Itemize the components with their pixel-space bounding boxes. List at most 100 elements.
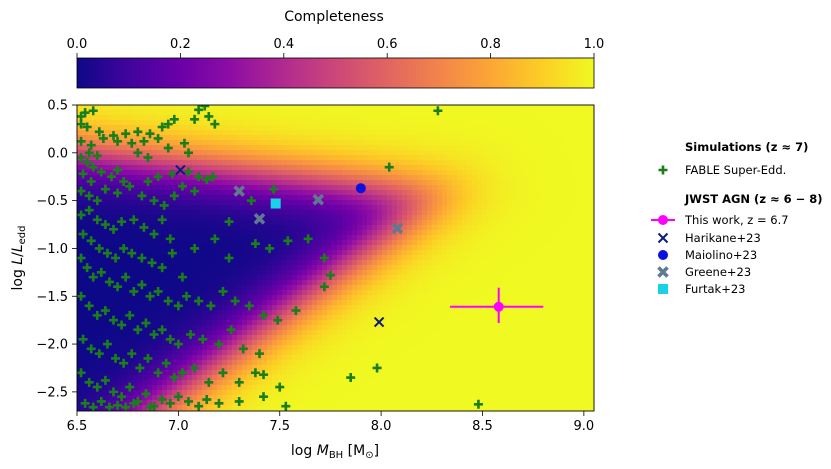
heatmap-cell <box>187 315 193 321</box>
heatmap-cell <box>162 385 168 391</box>
heatmap-cell <box>172 155 178 161</box>
heatmap-cell <box>142 360 148 366</box>
heatmap-cell <box>347 110 353 116</box>
heatmap-cell <box>167 385 173 391</box>
heatmap-cell <box>457 235 463 241</box>
heatmap-cell <box>457 205 463 211</box>
heatmap-cell <box>392 170 398 176</box>
heatmap-cell <box>472 180 478 186</box>
heatmap-cell <box>467 175 473 181</box>
heatmap-cell <box>232 265 238 271</box>
heatmap-cell <box>272 310 278 316</box>
heatmap-cell <box>357 225 363 231</box>
heatmap-cell <box>92 320 98 326</box>
heatmap-cell <box>322 215 328 221</box>
heatmap-cell <box>327 315 333 321</box>
heatmap-cell <box>262 235 268 241</box>
heatmap-cell <box>202 365 208 371</box>
heatmap-cell <box>447 200 453 206</box>
heatmap-cell <box>362 220 368 226</box>
heatmap-cell <box>252 375 258 381</box>
heatmap-cell <box>357 220 363 226</box>
heatmap-cell <box>167 130 173 136</box>
heatmap-cell <box>307 350 313 356</box>
heatmap-cell <box>147 275 153 281</box>
heatmap-cell <box>227 210 233 216</box>
heatmap-cell <box>252 295 258 301</box>
heatmap-cell <box>287 225 293 231</box>
heatmap-cell <box>417 310 423 316</box>
heatmap-cell <box>342 325 348 331</box>
heatmap-cell <box>357 110 363 116</box>
heatmap-cell <box>442 210 448 216</box>
heatmap-cell <box>407 375 413 381</box>
heatmap-cell <box>97 295 103 301</box>
heatmap-cell <box>442 155 448 161</box>
heatmap-cell <box>477 115 483 121</box>
heatmap-cell <box>467 355 473 361</box>
heatmap-cell <box>392 180 398 186</box>
heatmap-cell <box>152 275 158 281</box>
heatmap-cell <box>252 325 258 331</box>
heatmap-cell <box>362 385 368 391</box>
heatmap-cell <box>232 315 238 321</box>
heatmap-cell <box>472 360 478 366</box>
heatmap-cell <box>207 285 213 291</box>
heatmap-cell <box>312 155 318 161</box>
heatmap-cell <box>227 390 233 396</box>
heatmap-cell <box>137 360 143 366</box>
heatmap-cell <box>152 325 158 331</box>
heatmap-cell <box>282 350 288 356</box>
heatmap-cell <box>467 265 473 271</box>
heatmap-cell <box>202 150 208 156</box>
heatmap-cell <box>432 300 438 306</box>
heatmap-cell <box>87 285 93 291</box>
heatmap-cell <box>382 225 388 231</box>
heatmap-cell <box>317 310 323 316</box>
heatmap-cell <box>447 300 453 306</box>
heatmap-cell <box>442 145 448 151</box>
heatmap-cell <box>197 370 203 376</box>
heatmap-cell <box>367 345 373 351</box>
heatmap-cell <box>422 295 428 301</box>
heatmap-cell <box>97 405 103 411</box>
heatmap-cell <box>417 240 423 246</box>
heatmap-cell <box>322 340 328 346</box>
heatmap-cell <box>222 320 228 326</box>
heatmap-cell <box>367 400 373 406</box>
heatmap-cell <box>342 175 348 181</box>
heatmap-cell <box>187 380 193 386</box>
heatmap-cell <box>372 195 378 201</box>
heatmap-cell <box>327 155 333 161</box>
heatmap-cell <box>137 355 143 361</box>
heatmap-cell <box>312 190 318 196</box>
heatmap-cell <box>337 240 343 246</box>
heatmap-cell <box>217 210 223 216</box>
heatmap-cell <box>327 265 333 271</box>
heatmap-cell <box>127 150 133 156</box>
heatmap-cell <box>342 400 348 406</box>
heatmap-cell <box>287 105 293 111</box>
heatmap-cell <box>242 295 248 301</box>
heatmap-cell <box>337 345 343 351</box>
heatmap-cell <box>247 340 253 346</box>
heatmap-cell <box>442 320 448 326</box>
heatmap-cell <box>467 165 473 171</box>
heatmap-cell <box>287 375 293 381</box>
heatmap-cell <box>232 410 238 411</box>
heatmap-cell <box>412 390 418 396</box>
heatmap-cell <box>77 220 83 226</box>
heatmap-cell <box>307 180 313 186</box>
heatmap-cell <box>207 170 213 176</box>
heatmap-cell <box>252 135 258 141</box>
heatmap-cell <box>222 175 228 181</box>
heatmap-cell <box>472 160 478 166</box>
heatmap-cell <box>187 375 193 381</box>
heatmap-cell <box>262 250 268 256</box>
heatmap-cell <box>177 380 183 386</box>
heatmap-cell <box>357 240 363 246</box>
heatmap-cell <box>337 400 343 406</box>
heatmap-cell <box>117 235 123 241</box>
heatmap-cell <box>442 305 448 311</box>
heatmap-cell <box>322 240 328 246</box>
